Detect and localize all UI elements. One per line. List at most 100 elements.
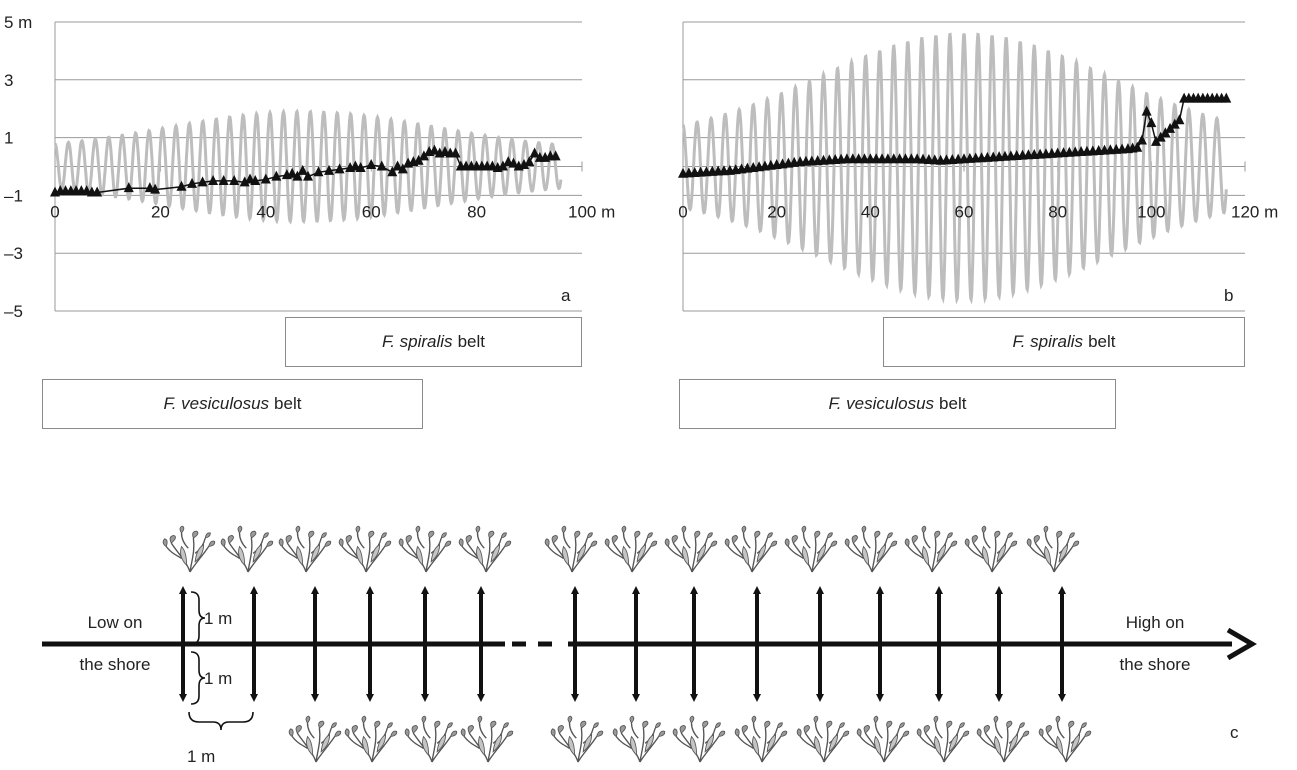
panel-b-x-tick-labels: 0 20 40 60 80 100 120 m bbox=[678, 203, 1278, 222]
panel-a-spiralis-belt: F. spiralis belt bbox=[285, 317, 582, 367]
panel-a-vesiculosus-belt: F. vesiculosus belt bbox=[42, 379, 423, 429]
seaweed-icon bbox=[904, 525, 958, 573]
spacing-label-down: 1 m bbox=[204, 669, 232, 688]
panel-a-profile-series bbox=[50, 144, 561, 197]
x-tick-label: 0 bbox=[50, 203, 59, 222]
seaweed-icon bbox=[288, 715, 342, 763]
panel-b-label: b bbox=[1224, 286, 1233, 305]
tide-line bbox=[53, 107, 563, 225]
profile-point bbox=[1132, 141, 1143, 152]
profile-point bbox=[123, 182, 134, 193]
high-shore-line-1: High on bbox=[1125, 613, 1185, 632]
low-shore-line-1: Low on bbox=[87, 613, 143, 632]
seaweed-icon bbox=[398, 525, 452, 573]
profile-point bbox=[1136, 134, 1147, 145]
profile-point bbox=[302, 170, 313, 181]
profile-point bbox=[529, 147, 540, 158]
panel-b-spiralis-belt: F. spiralis belt bbox=[883, 317, 1245, 367]
spacing-label-up: 1 m bbox=[204, 609, 232, 628]
profile-point bbox=[287, 167, 298, 178]
x-tick-label: 100 m bbox=[568, 203, 615, 222]
panel-c-label: c bbox=[1230, 723, 1239, 742]
low-shore-line-2: the shore bbox=[79, 655, 151, 674]
profile-point bbox=[508, 157, 519, 168]
high-shore-label-2: the shore bbox=[1095, 655, 1215, 675]
y-tick-label: 5 m bbox=[4, 13, 32, 32]
panel-b-profile-series bbox=[678, 92, 1232, 178]
chart-panel-b: 0 20 40 60 80 100 120 m b bbox=[678, 21, 1278, 312]
profile-point bbox=[324, 164, 335, 175]
profile-point bbox=[418, 150, 429, 161]
seaweed-icon bbox=[856, 715, 910, 763]
profile-point bbox=[524, 156, 535, 167]
profile-point bbox=[550, 150, 561, 161]
seaweed-icon bbox=[976, 715, 1030, 763]
belt-species-name: F. spiralis bbox=[1012, 332, 1084, 351]
seaweed-icon bbox=[344, 715, 398, 763]
seaweed-icon bbox=[1026, 525, 1080, 573]
belt-suffix: belt bbox=[1088, 332, 1116, 351]
seaweed-icon bbox=[664, 525, 718, 573]
profile-point bbox=[150, 183, 161, 194]
profile-point bbox=[176, 180, 187, 191]
seaweed-icon bbox=[220, 525, 274, 573]
spacing-label-horizontal: 1 m bbox=[187, 747, 215, 766]
profile-point bbox=[187, 177, 198, 188]
profile-point bbox=[387, 166, 398, 177]
profile-point bbox=[250, 174, 261, 185]
panel-a-label: a bbox=[561, 286, 571, 305]
x-tick-label: 40 bbox=[256, 203, 275, 222]
seaweed-icon bbox=[796, 715, 850, 763]
profile-point bbox=[392, 160, 403, 171]
x-tick-label: 60 bbox=[955, 203, 974, 222]
panel-a-x-tick-labels: 0 20 40 60 80 100 m bbox=[50, 203, 615, 222]
profile-point bbox=[1160, 127, 1171, 138]
y-tick-label: 1 bbox=[4, 129, 13, 148]
seaweed-icon bbox=[964, 525, 1018, 573]
seaweed-icon bbox=[844, 525, 898, 573]
x-tick-label: 80 bbox=[467, 203, 486, 222]
sampling-perpendiculars bbox=[179, 586, 1066, 702]
profile-point bbox=[376, 160, 387, 171]
profile-point bbox=[239, 176, 250, 187]
panel-b-tide-series bbox=[681, 32, 1228, 305]
profile-point bbox=[218, 174, 229, 185]
seaweed-icon bbox=[404, 715, 458, 763]
profile-point bbox=[1174, 114, 1185, 125]
profile-point bbox=[297, 164, 308, 175]
seaweed-icon bbox=[1038, 715, 1092, 763]
seaweed-icon bbox=[460, 715, 514, 763]
profile-point bbox=[497, 160, 508, 171]
low-shore-label-2: the shore bbox=[55, 655, 175, 675]
high-shore-label: High on bbox=[1095, 613, 1215, 633]
profile-point bbox=[313, 166, 324, 177]
profile-point bbox=[197, 176, 208, 187]
profile-point bbox=[1141, 105, 1152, 116]
x-tick-label: 20 bbox=[767, 203, 786, 222]
x-tick-label: 60 bbox=[362, 203, 381, 222]
profile-point bbox=[1169, 118, 1180, 129]
brace-horizontal-icon bbox=[188, 711, 254, 731]
profile-point bbox=[208, 174, 219, 185]
profile-point bbox=[271, 170, 282, 181]
profile-point bbox=[229, 174, 240, 185]
y-tick-label: –3 bbox=[4, 244, 23, 263]
profile-point bbox=[397, 163, 408, 174]
high-shore-line-2: the shore bbox=[1119, 655, 1191, 674]
low-shore-label: Low on bbox=[60, 613, 170, 633]
seaweed-icon bbox=[784, 525, 838, 573]
panel-b-vesiculosus-belt: F. vesiculosus belt bbox=[679, 379, 1116, 429]
x-tick-label: 40 bbox=[861, 203, 880, 222]
seaweed-icon bbox=[544, 525, 598, 573]
seaweed-icon bbox=[338, 525, 392, 573]
profile-point bbox=[413, 154, 424, 165]
profile-point bbox=[1146, 117, 1157, 128]
x-tick-label: 20 bbox=[151, 203, 170, 222]
profile-point bbox=[260, 173, 271, 184]
seaweed-icon bbox=[612, 715, 666, 763]
x-tick-label: 0 bbox=[678, 203, 687, 222]
profile-point bbox=[429, 144, 440, 155]
profile-point bbox=[292, 170, 303, 181]
profile-point bbox=[1165, 122, 1176, 133]
profile-point bbox=[519, 159, 530, 170]
